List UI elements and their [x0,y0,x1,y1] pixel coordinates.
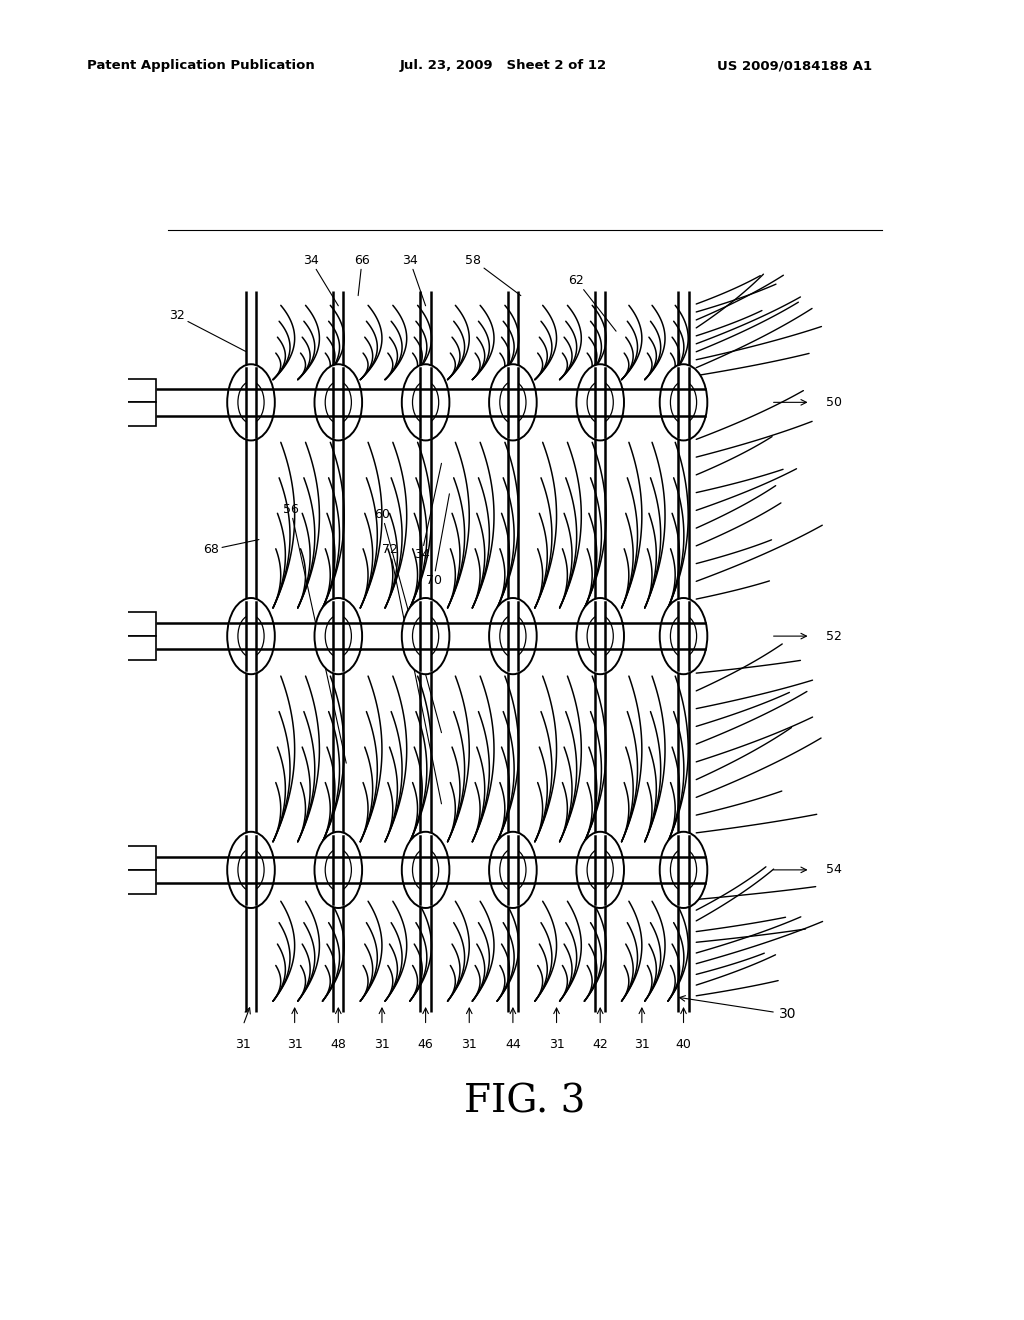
Ellipse shape [227,832,274,908]
Text: 31: 31 [374,1038,390,1051]
Bar [678,602,689,671]
Bar [333,836,343,904]
Ellipse shape [326,381,351,424]
Bar [124,636,156,660]
Text: 40: 40 [676,1038,691,1051]
Bar [246,836,256,904]
Text: 72: 72 [382,544,441,804]
Ellipse shape [489,598,537,675]
Bar [156,623,689,649]
Text: FIG. 3: FIG. 3 [464,1084,586,1121]
Text: 42: 42 [592,1038,608,1051]
Ellipse shape [577,364,624,441]
Ellipse shape [326,615,351,657]
Bar [333,368,343,437]
Bar [678,368,689,437]
Ellipse shape [671,849,696,891]
Text: 66: 66 [354,253,370,296]
Bar [124,846,156,870]
Bar [246,368,256,437]
Text: 54: 54 [826,863,843,876]
Bar [333,602,343,671]
Bar [421,836,431,904]
Text: 46: 46 [418,1038,433,1051]
Ellipse shape [238,849,264,891]
Ellipse shape [671,381,696,424]
Ellipse shape [489,832,537,908]
Text: 62: 62 [568,273,616,331]
Text: 31: 31 [287,1038,302,1051]
Ellipse shape [413,381,438,424]
Bar [508,368,518,437]
Ellipse shape [587,849,613,891]
Bar [595,836,605,904]
Ellipse shape [238,381,264,424]
Bar [124,870,156,894]
Ellipse shape [401,832,450,908]
Ellipse shape [671,615,696,657]
Bar [124,612,156,636]
Text: 30: 30 [680,995,797,1022]
Ellipse shape [587,381,613,424]
Text: 52: 52 [826,630,843,643]
Ellipse shape [401,598,450,675]
Ellipse shape [227,364,274,441]
Bar [421,602,431,671]
Ellipse shape [238,615,264,657]
Bar [124,379,156,403]
Text: 70: 70 [426,494,450,586]
Text: 50: 50 [826,396,843,409]
Ellipse shape [587,615,613,657]
Text: 31: 31 [236,1038,251,1051]
Ellipse shape [489,364,537,441]
Text: 31: 31 [549,1038,564,1051]
Text: Jul. 23, 2009   Sheet 2 of 12: Jul. 23, 2009 Sheet 2 of 12 [399,59,606,73]
Ellipse shape [577,598,624,675]
Bar [508,602,518,671]
Ellipse shape [500,615,526,657]
Ellipse shape [401,364,450,441]
Ellipse shape [659,364,708,441]
Ellipse shape [326,849,351,891]
Text: 44: 44 [505,1038,521,1051]
Text: US 2009/0184188 A1: US 2009/0184188 A1 [717,59,871,73]
Bar [156,857,689,883]
Ellipse shape [577,832,624,908]
Text: 32: 32 [169,309,246,351]
Ellipse shape [314,364,362,441]
Text: 68: 68 [204,540,259,556]
Bar [595,368,605,437]
Text: 31: 31 [462,1038,477,1051]
Text: 31: 31 [634,1038,650,1051]
Text: 34: 34 [401,253,426,306]
Text: 60: 60 [374,508,441,733]
Bar [246,602,256,671]
Bar [678,836,689,904]
Bar [124,403,156,426]
Text: 34: 34 [414,463,441,561]
Ellipse shape [413,849,438,891]
Text: 56: 56 [283,503,346,763]
Ellipse shape [500,849,526,891]
Bar [595,602,605,671]
Ellipse shape [227,598,274,675]
Text: 64: 64 [156,630,172,643]
Ellipse shape [413,615,438,657]
Text: 48: 48 [331,1038,346,1051]
Ellipse shape [314,832,362,908]
Text: Patent Application Publication: Patent Application Publication [87,59,314,73]
Text: 58: 58 [465,253,521,296]
Ellipse shape [659,598,708,675]
Ellipse shape [314,598,362,675]
Bar [421,368,431,437]
Ellipse shape [659,832,708,908]
Bar [156,389,689,416]
Bar [508,836,518,904]
Text: 34: 34 [303,253,338,306]
Ellipse shape [500,381,526,424]
